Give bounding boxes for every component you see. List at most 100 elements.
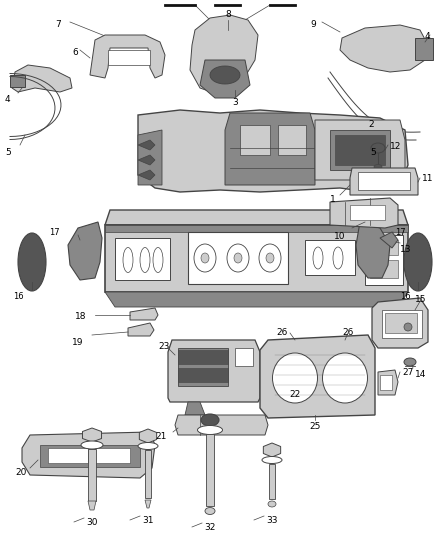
Text: 22: 22 — [290, 390, 300, 399]
Polygon shape — [105, 225, 408, 292]
Polygon shape — [340, 25, 428, 72]
Ellipse shape — [266, 253, 274, 263]
Polygon shape — [378, 370, 398, 395]
Text: 1: 1 — [330, 195, 336, 204]
Text: 21: 21 — [155, 432, 166, 441]
Text: 25: 25 — [309, 422, 321, 431]
Polygon shape — [190, 15, 258, 95]
Polygon shape — [12, 65, 72, 92]
Ellipse shape — [234, 253, 242, 263]
Ellipse shape — [140, 247, 150, 272]
Ellipse shape — [201, 414, 219, 426]
Polygon shape — [22, 432, 155, 478]
Text: 20: 20 — [15, 468, 26, 477]
Bar — [370, 240, 398, 255]
Text: 11: 11 — [422, 174, 434, 183]
Text: 26: 26 — [343, 328, 354, 337]
Bar — [385, 313, 417, 333]
Ellipse shape — [404, 358, 416, 366]
Polygon shape — [139, 429, 157, 443]
Ellipse shape — [210, 66, 240, 84]
Text: 10: 10 — [334, 232, 346, 241]
Bar — [145, 450, 151, 498]
Text: 5: 5 — [370, 148, 376, 157]
Ellipse shape — [333, 247, 343, 269]
Polygon shape — [138, 110, 408, 192]
Text: 17: 17 — [395, 228, 406, 237]
Bar — [380, 375, 392, 390]
Bar — [382, 310, 422, 338]
Text: 9: 9 — [310, 20, 316, 29]
Polygon shape — [128, 323, 154, 336]
Text: 2: 2 — [368, 120, 374, 129]
Text: 19: 19 — [72, 338, 84, 347]
Text: 33: 33 — [266, 516, 278, 525]
Bar — [10, 75, 25, 87]
Ellipse shape — [268, 501, 276, 507]
Ellipse shape — [322, 353, 367, 403]
Polygon shape — [175, 415, 268, 435]
Text: 26: 26 — [276, 328, 288, 337]
Polygon shape — [138, 170, 155, 180]
Ellipse shape — [404, 233, 432, 291]
Bar — [95, 448, 130, 463]
Polygon shape — [145, 500, 151, 508]
Polygon shape — [108, 50, 150, 65]
Text: 27: 27 — [402, 368, 413, 377]
Text: 30: 30 — [86, 518, 98, 527]
Text: 32: 32 — [204, 523, 215, 532]
Polygon shape — [105, 210, 408, 225]
Ellipse shape — [194, 244, 216, 272]
Ellipse shape — [205, 507, 215, 514]
Polygon shape — [68, 222, 102, 280]
Text: 16: 16 — [400, 292, 410, 301]
Text: 4: 4 — [5, 95, 11, 104]
Polygon shape — [372, 298, 428, 348]
Polygon shape — [138, 155, 155, 165]
Bar — [178, 348, 228, 386]
Text: 12: 12 — [390, 142, 401, 151]
Polygon shape — [168, 340, 260, 402]
Polygon shape — [312, 360, 328, 380]
Bar — [305, 240, 355, 275]
Bar — [358, 172, 410, 190]
Text: 18: 18 — [75, 312, 86, 321]
Ellipse shape — [18, 233, 46, 291]
Text: 23: 23 — [158, 342, 170, 351]
Bar — [188, 232, 288, 284]
Text: 16: 16 — [13, 292, 23, 301]
Polygon shape — [260, 335, 375, 418]
Polygon shape — [330, 198, 398, 228]
Ellipse shape — [81, 441, 103, 449]
Bar — [269, 464, 275, 499]
Ellipse shape — [262, 456, 282, 464]
Ellipse shape — [198, 425, 223, 434]
Ellipse shape — [153, 247, 163, 272]
Text: 14: 14 — [415, 370, 426, 379]
Bar — [370, 260, 398, 278]
Bar — [350, 205, 385, 220]
Bar — [415, 38, 433, 60]
Polygon shape — [105, 292, 408, 307]
Bar — [365, 235, 403, 285]
Bar — [115, 238, 170, 280]
Bar — [206, 434, 214, 506]
Text: 5: 5 — [5, 148, 11, 157]
Bar — [330, 130, 390, 170]
Ellipse shape — [201, 253, 209, 263]
Bar — [40, 445, 140, 467]
Polygon shape — [130, 308, 158, 320]
Polygon shape — [200, 60, 250, 98]
Text: 7: 7 — [55, 20, 61, 29]
Polygon shape — [185, 402, 205, 415]
Text: 17: 17 — [49, 228, 60, 237]
Ellipse shape — [272, 353, 318, 403]
Polygon shape — [290, 360, 306, 380]
Polygon shape — [90, 35, 165, 78]
Ellipse shape — [371, 143, 385, 153]
Bar — [335, 135, 385, 165]
Bar — [88, 449, 96, 501]
Polygon shape — [350, 168, 418, 195]
Ellipse shape — [138, 442, 158, 449]
Polygon shape — [356, 222, 390, 278]
